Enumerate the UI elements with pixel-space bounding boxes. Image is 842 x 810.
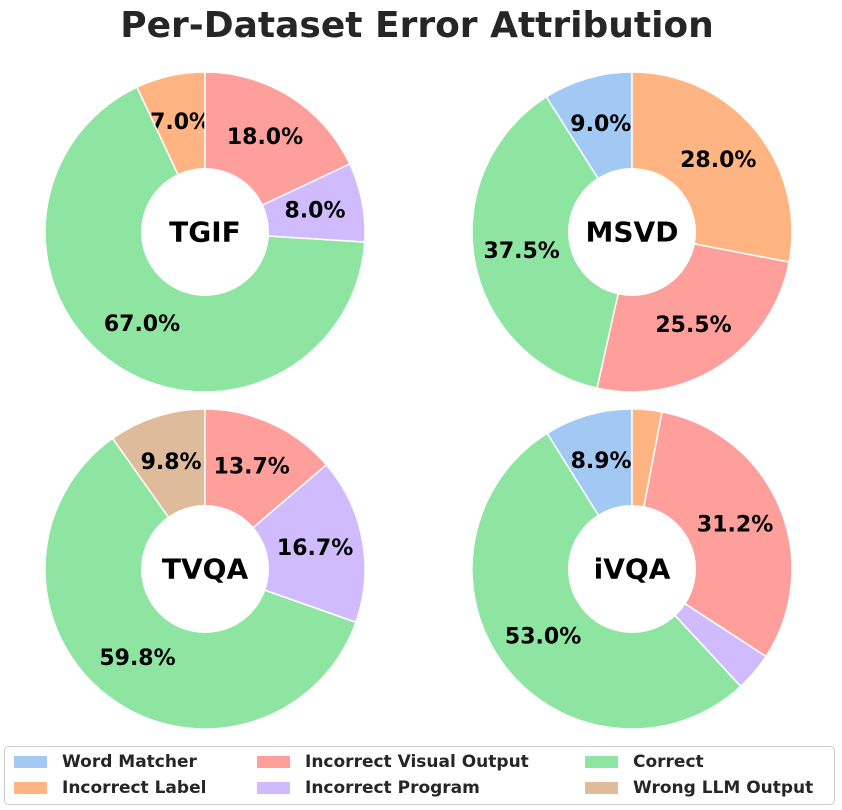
slice-label-msvd-word-matcher: 9.0%	[570, 112, 631, 137]
donut-charts: 7.0% 67.0% 8.0% 18.0% TGIF 9.0% 37.5% 25.5% 28.0…	[44, 71, 793, 730]
donut-center-label-ivqa: iVQA	[594, 553, 671, 586]
slice-label-tgif-incorrect-label: 7.0%	[150, 110, 211, 135]
legend: Word Matcher Incorrect Label Incorrect Vis…	[4, 746, 835, 805]
slice-label-tgif-incorrect-program: 8.0%	[284, 199, 345, 224]
donut-tvqa: 9.8% 59.8% 16.7% 13.7% TVQA	[44, 408, 366, 730]
slice-ivqa-incorrect-visual-output	[631, 411, 793, 658]
slice-label-tvqa-incorrect-program: 16.7%	[277, 536, 353, 561]
legend-label-incorrect-visual-output: Incorrect Visual Output	[305, 752, 529, 772]
legend-swatch-correct	[585, 756, 618, 768]
legend-swatch-word-matcher	[14, 756, 47, 768]
donut-ivqa: 8.9% 53.0% 31.2% iVQA	[471, 408, 793, 730]
legend-swatch-incorrect-visual-output	[257, 756, 290, 768]
legend-item-incorrect-visual-output: Incorrect Visual Output	[257, 752, 529, 772]
legend-item-wrong-llm-output: Wrong LLM Output	[585, 778, 813, 798]
legend-item-incorrect-label: Incorrect Label	[14, 778, 206, 798]
slice-label-ivqa-incorrect-visual-output: 31.2%	[697, 513, 773, 538]
slice-label-ivqa-word-matcher: 8.9%	[571, 449, 632, 474]
legend-swatch-incorrect-label	[14, 782, 47, 794]
donut-center-label-msvd: MSVD	[586, 216, 679, 249]
slice-label-ivqa-correct: 53.0%	[505, 625, 581, 650]
legend-item-word-matcher: Word Matcher	[14, 752, 198, 772]
legend-label-wrong-llm-output: Wrong LLM Output	[633, 778, 813, 798]
chart-title: Per-Dataset Error Attribution	[120, 5, 714, 46]
slice-label-tvqa-wrong-llm-output: 9.8%	[141, 450, 202, 475]
legend-item-incorrect-program: Incorrect Program	[257, 778, 480, 798]
slice-msvd-correct	[471, 96, 633, 389]
slice-label-tvqa-correct: 59.8%	[99, 646, 175, 671]
slice-label-tvqa-incorrect-visual-output: 13.7%	[214, 455, 290, 480]
slice-label-msvd-correct: 37.5%	[484, 239, 560, 264]
slice-label-msvd-incorrect-label: 28.0%	[680, 148, 756, 173]
donut-center-label-tvqa: TVQA	[162, 553, 249, 586]
donut-center-label-tgif: TGIF	[169, 216, 241, 249]
donut-tgif: 7.0% 67.0% 8.0% 18.0% TGIF	[44, 71, 366, 393]
legend-swatch-incorrect-program	[257, 782, 290, 794]
donut-hole	[568, 505, 696, 633]
donut-hole	[141, 505, 269, 633]
donut-msvd: 9.0% 37.5% 25.5% 28.0% MSVD	[471, 71, 793, 393]
slice-label-msvd-incorrect-visual-output: 25.5%	[655, 313, 731, 338]
legend-label-word-matcher: Word Matcher	[62, 752, 198, 772]
legend-label-correct: Correct	[633, 752, 704, 772]
legend-item-correct: Correct	[585, 752, 704, 772]
legend-label-incorrect-label: Incorrect Label	[62, 778, 206, 798]
slice-label-tgif-incorrect-visual-output: 18.0%	[227, 125, 303, 150]
donut-hole	[141, 168, 269, 296]
donut-hole	[568, 168, 696, 296]
legend-frame	[4, 746, 835, 805]
legend-label-incorrect-program: Incorrect Program	[305, 778, 480, 798]
slice-label-tgif-correct: 67.0%	[104, 312, 180, 337]
legend-swatch-wrong-llm-output	[585, 782, 618, 794]
